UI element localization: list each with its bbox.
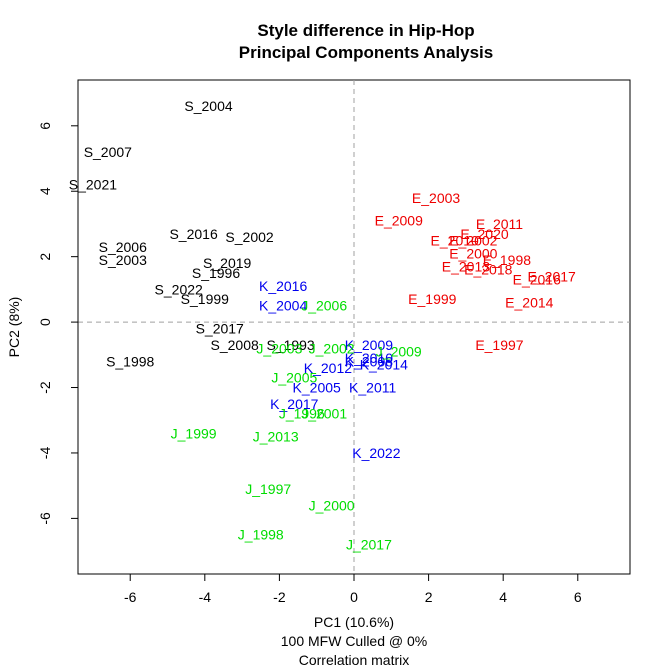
point-label-e-2016: E_2016 [513, 272, 561, 288]
point-label-e-2003: E_2003 [412, 190, 460, 206]
point-label-j-2017: J_2017 [346, 537, 392, 553]
point-label-j-2005: J_2005 [271, 370, 317, 386]
point-label-j-2002: J_2002 [309, 340, 355, 356]
x-axis-note-matrix: Correlation matrix [299, 652, 409, 668]
point-label-s-1998: S_1998 [106, 353, 154, 369]
x-tick-label: 2 [425, 589, 433, 605]
point-label-k-2022: K_2022 [352, 445, 400, 461]
point-label-k-2008: K_2008 [345, 353, 393, 369]
point-label-j-2013: J_2013 [253, 429, 299, 445]
x-axis: -6 -4 -2 0 2 4 6 [124, 573, 582, 605]
x-axis-note-mfw: 100 MFW Culled @ 0% [281, 633, 427, 649]
y-tick-label: 6 [37, 122, 53, 130]
y-tick-label: -2 [37, 381, 53, 394]
point-label-j-1996: J_1996 [279, 406, 325, 422]
point-label-s-2017: S_2017 [196, 321, 244, 337]
point-label-k-2009: K_2009 [345, 337, 393, 353]
point-label-e-2013: E_2013 [442, 258, 490, 274]
point-label-j-1998: J_1998 [238, 527, 284, 543]
point-label-k-2016: K_2016 [259, 278, 307, 294]
point-label-j-2009: J_2009 [376, 344, 422, 360]
point-label-e-1998: E_1998 [483, 252, 531, 268]
chart-subtitle: Principal Components Analysis [239, 43, 493, 62]
point-label-e-2020: E_2020 [460, 226, 508, 242]
y-tick-label: -6 [37, 512, 53, 525]
point-label-e-2002: E_2002 [449, 232, 497, 248]
y-tick-label: 2 [37, 253, 53, 261]
point-label-s-2021: S_2021 [69, 177, 117, 193]
point-label-e-2000: E_2000 [449, 245, 497, 261]
x-tick-label: 4 [499, 589, 507, 605]
point-label-k-2005: K_2005 [293, 380, 341, 396]
point-label-j-1997: J_1997 [245, 481, 291, 497]
point-label-j-1999: J_1999 [171, 425, 217, 441]
point-label-s-1993: S_1993 [266, 337, 314, 353]
point-label-e-2009: E_2009 [375, 213, 423, 229]
chart-title: Style difference in Hip-Hop [257, 21, 474, 40]
point-label-j-2003: J_2003 [256, 340, 302, 356]
x-axis-label: PC1 (10.6%) [314, 614, 394, 630]
point-label-s-2008: S_2008 [211, 337, 259, 353]
point-label-s-2016: S_2016 [169, 226, 217, 242]
y-axis: -6 -4 -2 0 2 4 6 [37, 122, 79, 525]
point-label-k-2012: K_2012 [304, 360, 352, 376]
x-tick-label: -2 [273, 589, 286, 605]
x-tick-label: -6 [124, 589, 137, 605]
point-label-s-2003: S_2003 [99, 252, 147, 268]
x-tick-label: 6 [574, 589, 582, 605]
x-tick-label: 0 [350, 589, 358, 605]
point-label-e-2018: E_2018 [464, 262, 512, 278]
point-label-k-2010: K_2010 [345, 350, 393, 366]
y-axis-label: PC2 (8%) [6, 297, 22, 358]
point-label-s-2022: S_2022 [155, 281, 203, 297]
y-tick-label: -4 [37, 447, 53, 460]
point-label-e-2017: E_2017 [528, 268, 576, 284]
point-label-s-2002: S_2002 [225, 229, 273, 245]
point-label-j-2001: J_2001 [301, 406, 347, 422]
point-label-s-1999: S_1999 [181, 291, 229, 307]
y-tick-label: 0 [37, 318, 53, 326]
x-tick-label: -4 [199, 589, 212, 605]
point-label-e-1999: E_1999 [408, 291, 456, 307]
point-label-e-2010: E_2010 [431, 232, 479, 248]
point-label-j-2006: J_2006 [301, 298, 347, 314]
y-tick-label: 4 [37, 187, 53, 195]
point-label-k-2014: K_2014 [360, 357, 408, 373]
point-label-s-2019: S_2019 [203, 255, 251, 271]
point-label-e-2011: E_2011 [476, 216, 523, 232]
point-label-e-2014: E_2014 [505, 294, 553, 310]
point-label-j-2000: J_2000 [309, 497, 355, 513]
point-label-s-2004: S_2004 [184, 98, 232, 114]
point-label-e-1997: E_1997 [475, 337, 523, 353]
point-label-s-2006: S_2006 [99, 239, 147, 255]
point-label-k-2004: K_2004 [259, 298, 307, 314]
point-label-s-2007: S_2007 [84, 144, 132, 160]
point-label-k-2011: K_2011 [349, 380, 396, 396]
point-label-k-2017: K_2017 [270, 396, 318, 412]
point-label-s-1996: S_1996 [192, 265, 240, 281]
